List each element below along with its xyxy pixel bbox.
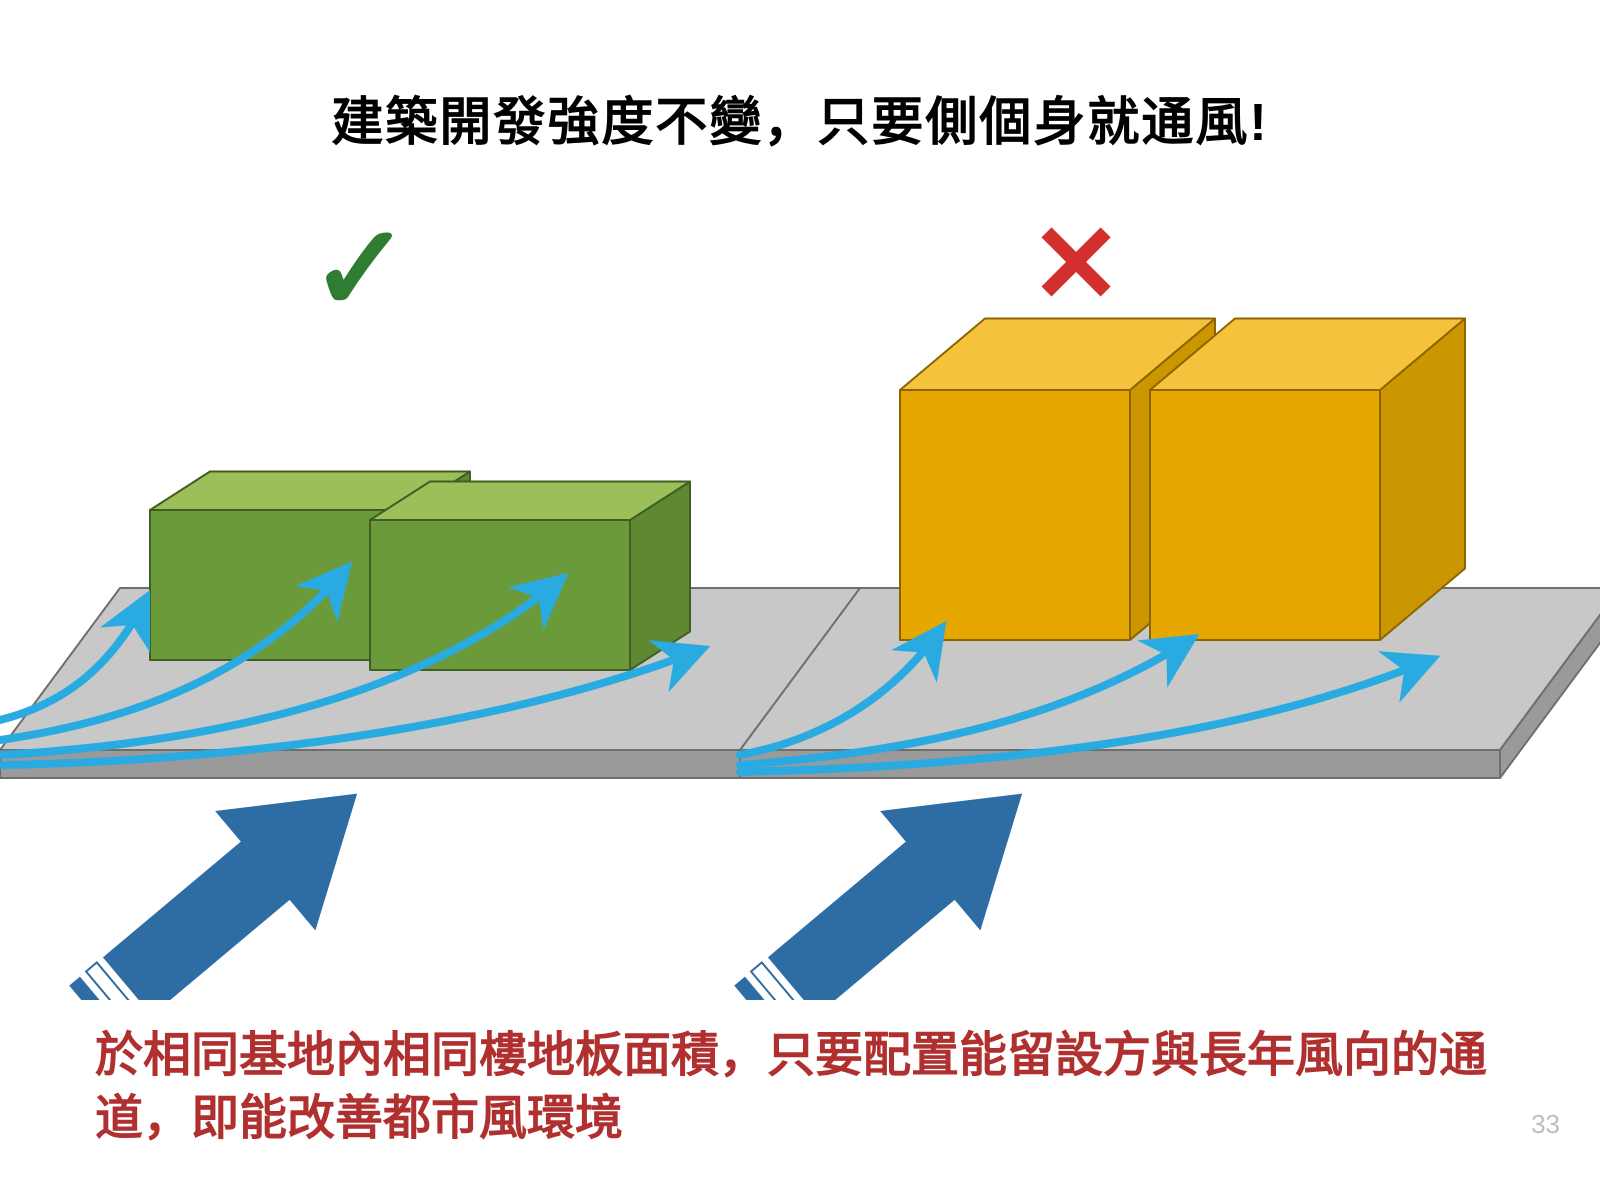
wind-direction-arrows [0,760,1600,1000]
page-number: 33 [1531,1109,1560,1140]
page-title: 建築開發強度不變，只要側個身就通風! [0,80,1600,155]
caption-text: 於相同基地內相同樓地板面積，只要配置能留設方與長年風向的通道，即能改善都市風環境 [95,1025,1520,1150]
